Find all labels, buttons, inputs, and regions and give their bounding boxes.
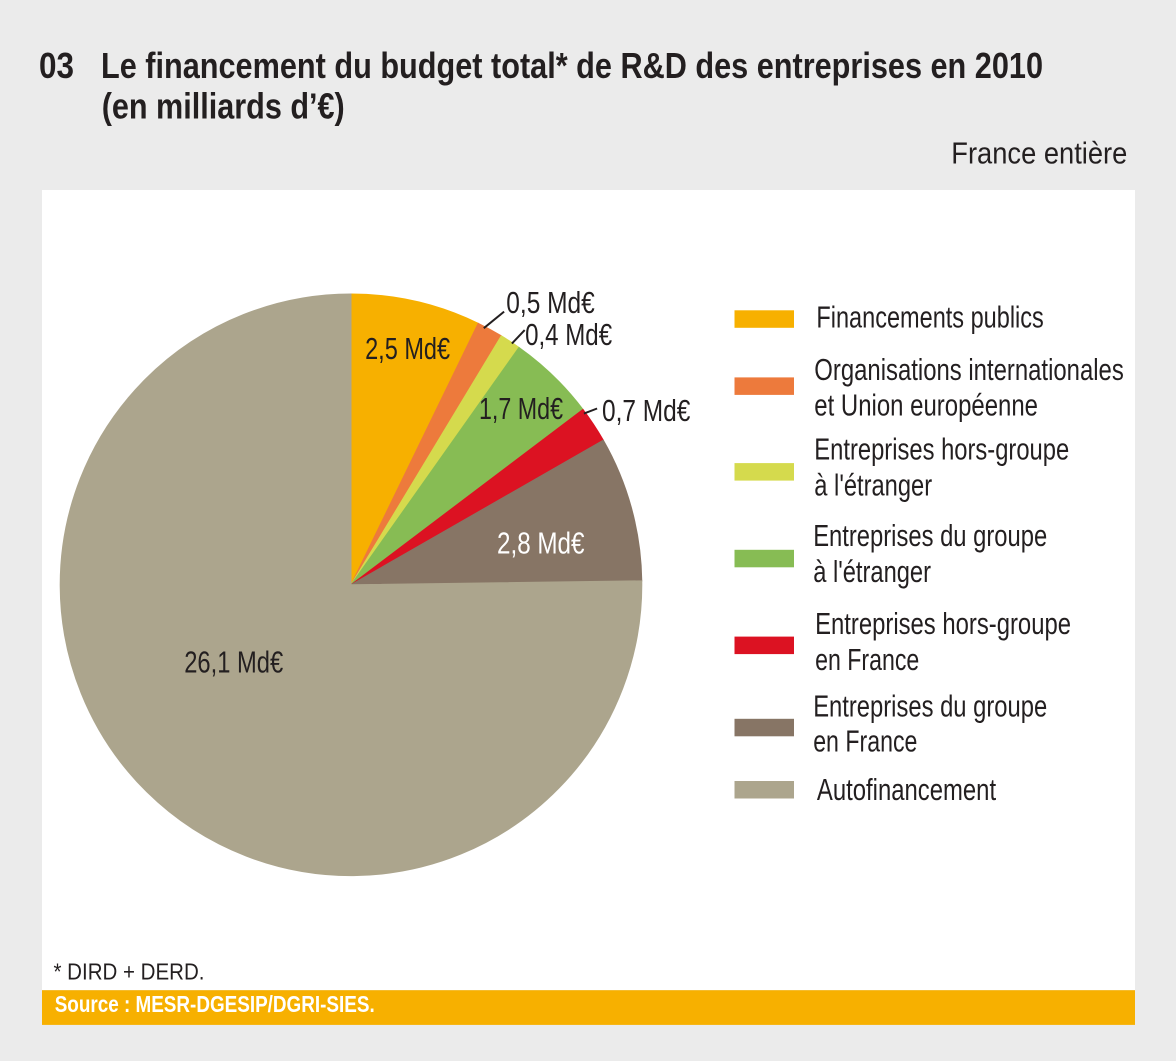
svg-text:* DIRD + DERD.: * DIRD + DERD.: [54, 959, 205, 985]
svg-text:en France: en France: [813, 724, 917, 759]
svg-text:Entreprises hors-groupe: Entreprises hors-groupe: [815, 606, 1071, 641]
svg-text:03: 03: [39, 45, 74, 86]
svg-text:1,7 Md€: 1,7 Md€: [479, 391, 563, 426]
svg-text:Entreprises hors-groupe: Entreprises hors-groupe: [814, 432, 1069, 467]
svg-text:0,5 Md€: 0,5 Md€: [506, 285, 595, 320]
svg-text:en France: en France: [815, 642, 919, 677]
svg-text:Autofinancement: Autofinancement: [817, 772, 996, 807]
svg-text:à l'étranger: à l'étranger: [814, 468, 932, 503]
svg-text:(en milliards d’€): (en milliards d’€): [102, 86, 345, 127]
svg-text:0,4 Md€: 0,4 Md€: [525, 317, 612, 352]
svg-text:et Union européenne: et Union européenne: [814, 388, 1038, 423]
svg-text:à l'étranger: à l'étranger: [813, 554, 931, 589]
svg-text:0,7 Md€: 0,7 Md€: [602, 393, 690, 428]
svg-text:2,8 Md€: 2,8 Md€: [497, 526, 585, 561]
svg-text:Financements publics: Financements publics: [816, 300, 1043, 335]
svg-text:Entreprises du groupe: Entreprises du groupe: [813, 518, 1047, 553]
svg-text:Le financement du budget total: Le financement du budget total* de R&D d…: [101, 45, 1043, 86]
svg-text:Entreprises du groupe: Entreprises du groupe: [813, 688, 1047, 723]
svg-text:Organisations internationales: Organisations internationales: [814, 352, 1124, 387]
svg-text:France entière: France entière: [951, 136, 1127, 171]
svg-text:Source : MESR-DGESIP/DGRI-SIES: Source : MESR-DGESIP/DGRI-SIES.: [55, 991, 375, 1017]
svg-text:26,1 Md€: 26,1 Md€: [184, 645, 283, 680]
svg-text:2,5 Md€: 2,5 Md€: [365, 331, 450, 366]
